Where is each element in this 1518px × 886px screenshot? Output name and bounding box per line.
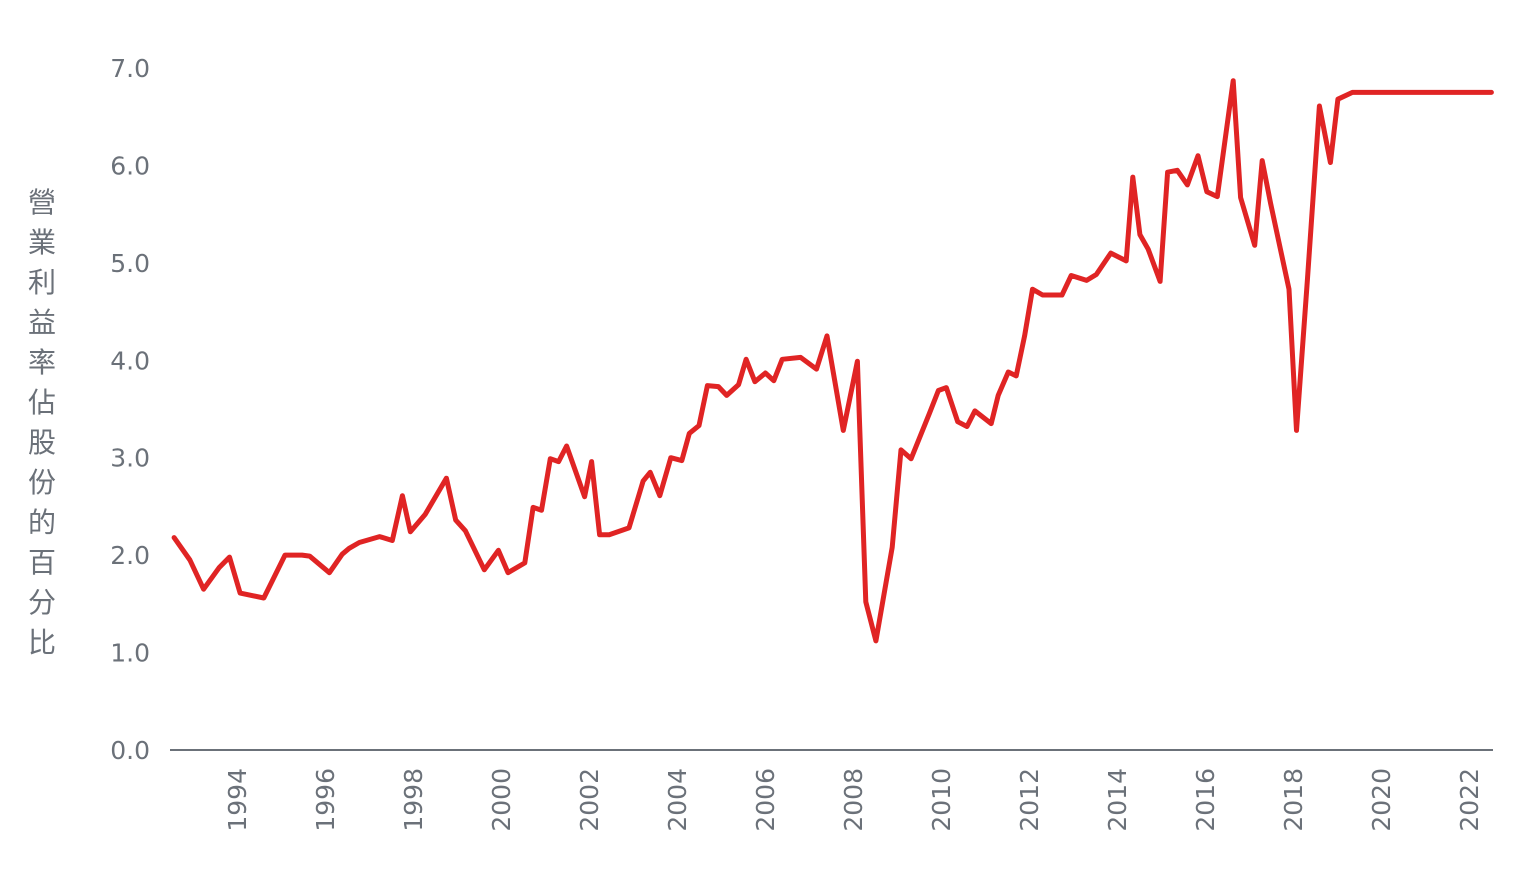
- y-axis-label-char: 佔: [28, 386, 56, 419]
- x-tick-label: 2010: [927, 768, 956, 832]
- y-axis-label-char: 份: [28, 466, 56, 499]
- x-tick-label: 2004: [663, 768, 692, 832]
- x-tick-label: 2018: [1279, 768, 1308, 832]
- y-tick-label: 3.0: [110, 444, 150, 473]
- x-tick-label: 1996: [311, 768, 340, 832]
- x-axis-ticks: 1994 1996 1998 2000 2002 2004 2006 2008 2010 2012…: [223, 768, 1484, 832]
- y-tick-label: 0.0: [110, 736, 150, 765]
- y-axis-label-char: 股: [28, 426, 56, 459]
- y-axis-label-char: 分: [28, 586, 56, 619]
- y-tick-label: 5.0: [110, 249, 150, 278]
- x-tick-label: 2020: [1367, 768, 1396, 832]
- x-tick-label: 2002: [575, 768, 604, 832]
- y-axis-label-char: 益: [28, 306, 56, 339]
- y-tick-label: 7.0: [110, 54, 150, 83]
- y-axis-label-char: 業: [28, 226, 56, 259]
- x-tick-label: 2016: [1191, 768, 1220, 832]
- x-tick-label: 2000: [487, 768, 516, 832]
- y-axis-ticks: 0.0 1.0 2.0 3.0 4.0 5.0 6.0 7.0: [110, 54, 150, 765]
- x-tick-label: 2006: [751, 768, 780, 832]
- x-tick-label: 2012: [1015, 768, 1044, 832]
- y-tick-label: 2.0: [110, 541, 150, 570]
- y-axis-label-char: 營: [28, 186, 56, 219]
- x-tick-label: 2008: [839, 768, 868, 832]
- series-line: [171, 78, 1494, 644]
- y-axis-label-char: 比: [28, 626, 56, 659]
- y-axis-label-char: 的: [28, 506, 56, 539]
- y-axis-label-char: 利: [28, 266, 56, 299]
- y-axis-label-char: 百: [28, 546, 56, 579]
- x-tick-label: 1994: [223, 768, 252, 832]
- y-tick-label: 6.0: [110, 151, 150, 180]
- y-tick-label: 1.0: [110, 639, 150, 668]
- x-tick-label: 2022: [1455, 768, 1484, 832]
- x-tick-label: 1998: [399, 768, 428, 832]
- y-tick-label: 4.0: [110, 346, 150, 375]
- y-axis-label-char: 率: [28, 346, 56, 379]
- x-tick-label: 2014: [1103, 768, 1132, 832]
